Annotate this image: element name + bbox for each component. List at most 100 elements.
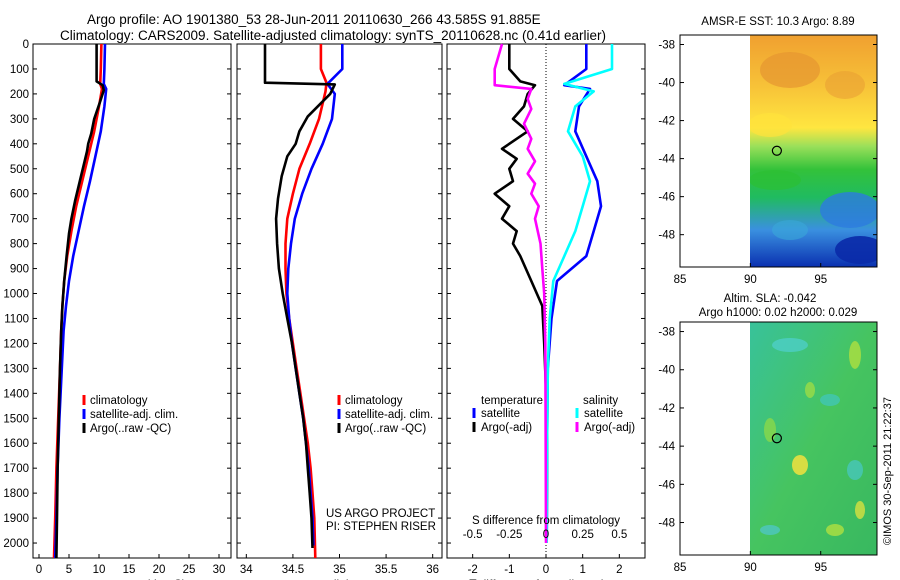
salinity-profile-series-0: [284, 44, 328, 559]
depth-tick-label: 200: [10, 89, 29, 101]
sla-map-ytick-label: -40: [658, 365, 675, 377]
difference-profile-series-3: [493, 43, 548, 544]
depth-tick-label: 1600: [3, 438, 29, 450]
temperature-profile-frame: [32, 43, 232, 559]
temperature-profile-series-2: [55, 44, 106, 559]
temperature-profile-xtick-label: 20: [153, 564, 166, 576]
sst-map-patches: [750, 52, 877, 264]
sst-map-ytick-label: -44: [658, 154, 675, 166]
salinity-profile-xtick-label: 35.5: [375, 564, 397, 576]
climatology-title: Climatology: CARS2009. Satellite-adjuste…: [60, 28, 607, 43]
salinity-profile-xlabel: salinity: [321, 577, 358, 580]
depth-tick-label: 1200: [3, 338, 29, 350]
diff-legend-label: Argo(-adj): [481, 422, 532, 434]
diff-legend-header-salinity: salinity: [583, 395, 618, 407]
depth-tick-label: 0: [23, 39, 29, 51]
sla-map-xtick-label: 85: [674, 562, 687, 574]
difference-profile-series-2: [545, 44, 614, 544]
depth-tick-label: 700: [10, 214, 29, 226]
depth-tick-label: 100: [10, 64, 29, 76]
difference-profile-xtick-label: 0: [543, 564, 549, 576]
salinity-profile-legend-label: satellite-adj. clim.: [345, 409, 433, 421]
sst-map-xtick-label: 85: [674, 274, 687, 286]
depth-tick-label: 2000: [3, 538, 29, 550]
temperature-profile-xtick-label: 25: [183, 564, 196, 576]
diff-salinity-tick-label: -0.25: [496, 529, 522, 541]
sst-map-argo-marker: [771, 145, 782, 156]
depth-tick-label: 900: [10, 264, 29, 276]
sla-map-ytick-label: -38: [658, 327, 675, 339]
sla-map-xtick-label: 95: [814, 562, 827, 574]
diff-salinity-tick-label: 0.5: [611, 529, 627, 541]
temperature-profile-legend-label: Argo(..raw -QC): [90, 423, 171, 435]
sst-map-frame: [679, 34, 878, 268]
sla-map-patches: [760, 338, 865, 536]
depth-tick-label: 500: [10, 164, 29, 176]
temperature-profile-xlabel: temperature (deg C): [78, 577, 186, 580]
depth-tick-label: 1300: [3, 363, 29, 375]
salinity-profile-frame: [236, 43, 443, 559]
diff-legend-label: satellite: [584, 408, 623, 420]
diff-salinity-tick-label: 0: [543, 529, 549, 541]
salinity-profile-xtick-label: 34.5: [282, 564, 304, 576]
salinity-profile-legend-label: climatology: [345, 395, 403, 407]
diff-salinity-tick-label: 0.25: [571, 529, 593, 541]
depth-tick-label: 400: [10, 139, 29, 151]
difference-profile-xlabel: T difference from climatology: [469, 577, 623, 580]
difference-profile-xtick-label: -2: [468, 564, 478, 576]
depth-tick-label: 1900: [3, 513, 29, 525]
depth-tick-label: 800: [10, 239, 29, 251]
difference-profile-xtick-label: 1: [579, 564, 585, 576]
sst-map-xtick-label: 90: [744, 274, 757, 286]
sla-map-ytick-label: -46: [658, 479, 675, 491]
sla-map-title-line2: Argo h1000: 0.02 h2000: 0.029: [699, 307, 858, 319]
difference-profile-xtick-label: -1: [504, 564, 514, 576]
sst-map-ytick-label: -40: [658, 78, 675, 90]
salinity-profile-series-2: [263, 44, 337, 549]
sla-map-xtick-label: 90: [744, 562, 757, 574]
sla-map-ytick-label: -44: [658, 441, 675, 453]
diff-legend-label: satellite: [481, 408, 520, 420]
sst-map-ytick-label: -38: [658, 40, 675, 52]
depth-tick-label: 300: [10, 114, 29, 126]
diff-salinity-xlabel: S difference from climatology: [472, 515, 620, 527]
imos-watermark: ©IMOS 30-Sep-2011 21:22:37: [882, 397, 894, 545]
salinity-profile-legend-label: Argo(..raw -QC): [345, 423, 426, 435]
diff-legend-label: Argo(-adj): [584, 422, 635, 434]
depth-tick-label: 1700: [3, 463, 29, 475]
temperature-profile-legend-label: satellite-adj. clim.: [90, 409, 178, 421]
salinity-profile-xtick-label: 34: [240, 564, 253, 576]
temperature-profile-xtick-label: 30: [213, 564, 226, 576]
project-annotation: PI: STEPHEN RISER: [326, 521, 436, 533]
diff-legend-header-temperature: temperature: [481, 395, 543, 407]
sla-map-title-line1: Altim. SLA: -0.042: [724, 293, 817, 305]
temperature-profile-legend-label: climatology: [90, 395, 148, 407]
sst-map-title: AMSR-E SST: 10.3 Argo: 8.89: [701, 16, 854, 28]
difference-profile-series-0: [545, 44, 603, 544]
temperature-profile-xtick-label: 5: [66, 564, 72, 576]
project-annotation: US ARGO PROJECT: [326, 508, 435, 520]
depth-tick-label: 600: [10, 189, 29, 201]
sla-map-frame: [679, 321, 878, 556]
profile-title: Argo profile: AO 1901380_53 28-Jun-2011 …: [87, 12, 541, 27]
sst-map-ytick-label: -42: [658, 116, 675, 128]
salinity-profile-xtick-label: 35: [333, 564, 346, 576]
temperature-profile-xtick-label: 15: [123, 564, 136, 576]
depth-tick-label: 1000: [3, 289, 29, 301]
sst-map-xtick-label: 95: [814, 274, 827, 286]
depth-tick-label: 1100: [4, 313, 29, 325]
sla-map-ytick-label: -42: [658, 403, 675, 415]
difference-profile-xtick-label: 2: [616, 564, 622, 576]
depth-tick-label: 1800: [3, 488, 29, 500]
diff-salinity-tick-label: -0.5: [463, 529, 483, 541]
salinity-profile-series-1: [285, 44, 344, 546]
sla-map-ytick-label: -48: [658, 518, 675, 530]
sst-map-ytick-label: -48: [658, 230, 675, 242]
sst-map-ytick-label: -46: [658, 192, 675, 204]
temperature-profile-xtick-label: 0: [36, 564, 42, 576]
sla-map-argo-marker: [771, 433, 782, 444]
salinity-profile-xtick-label: 36: [426, 564, 439, 576]
depth-tick-label: 1500: [3, 413, 29, 425]
depth-tick-label: 1400: [3, 388, 29, 400]
